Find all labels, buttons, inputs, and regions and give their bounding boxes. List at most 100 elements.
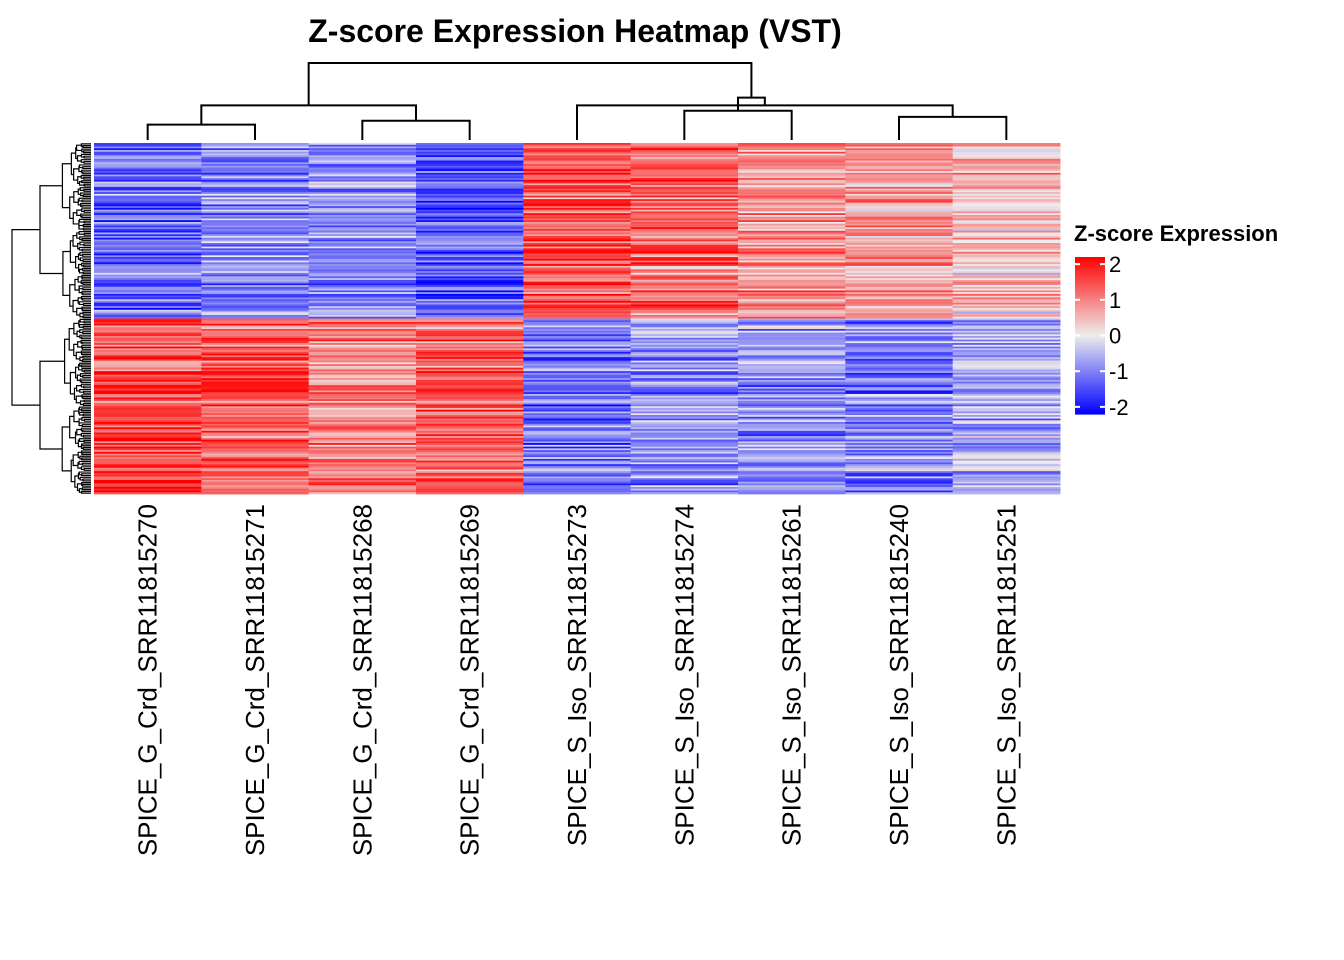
heatmap-cell bbox=[308, 223, 417, 226]
heatmap-cell bbox=[738, 379, 846, 383]
heatmap-cell bbox=[308, 220, 417, 223]
heatmap-cell bbox=[738, 179, 846, 182]
heatmap-cell bbox=[738, 350, 846, 353]
heatmap-cell bbox=[630, 415, 739, 418]
heatmap-cell bbox=[201, 241, 310, 244]
heatmap-cell bbox=[952, 327, 1061, 330]
heatmap-cell bbox=[416, 153, 524, 156]
heatmap-cell bbox=[845, 465, 954, 469]
heatmap-cell bbox=[94, 316, 202, 319]
heatmap-cell bbox=[308, 260, 417, 263]
heatmap-cell bbox=[94, 292, 202, 295]
row-dendrogram-branch bbox=[82, 227, 91, 231]
heatmap-cell bbox=[845, 164, 954, 167]
heatmap-cell bbox=[416, 162, 524, 165]
heatmap-cell bbox=[845, 464, 954, 467]
heatmap-cell bbox=[845, 330, 954, 333]
heatmap-cell bbox=[201, 234, 310, 237]
heatmap-cell bbox=[630, 218, 739, 221]
heatmap-cell bbox=[94, 323, 202, 326]
heatmap-cell bbox=[738, 467, 846, 470]
heatmap-cell bbox=[952, 451, 1061, 455]
row-dendrogram-branch bbox=[79, 362, 91, 367]
heatmap-cell bbox=[630, 465, 739, 469]
heatmap-cell bbox=[416, 265, 524, 268]
heatmap-cell bbox=[523, 260, 632, 263]
heatmap-cell bbox=[94, 225, 202, 228]
row-dendrogram-branch bbox=[78, 268, 84, 274]
heatmap-cell bbox=[845, 425, 954, 428]
legend-gradient-step bbox=[1075, 364, 1105, 368]
legend-gradient-step bbox=[1075, 267, 1105, 271]
heatmap-cell bbox=[416, 258, 524, 261]
heatmap-cell bbox=[845, 413, 954, 416]
heatmap-cell bbox=[738, 225, 846, 228]
heatmap-cell bbox=[845, 492, 954, 495]
heatmap-cell bbox=[201, 362, 310, 365]
heatmap-cell bbox=[845, 392, 954, 395]
heatmap-cell bbox=[738, 344, 846, 347]
heatmap-cell bbox=[416, 385, 524, 388]
heatmap-cell bbox=[416, 214, 524, 218]
heatmap-cell bbox=[201, 199, 310, 202]
heatmap-cell bbox=[845, 230, 954, 233]
row-dendrogram-branch bbox=[79, 378, 91, 383]
heatmap-cell bbox=[738, 246, 846, 249]
heatmap-cell bbox=[94, 360, 202, 363]
heatmap-cell bbox=[738, 220, 846, 223]
heatmap-cell bbox=[201, 243, 310, 246]
heatmap-cell bbox=[308, 239, 417, 242]
heatmap-cell bbox=[308, 171, 417, 174]
heatmap-cell bbox=[630, 153, 739, 156]
heatmap-cell bbox=[738, 285, 846, 288]
heatmap-cell bbox=[416, 171, 524, 174]
heatmap-cell bbox=[94, 348, 202, 351]
heatmap-cell bbox=[952, 158, 1061, 161]
heatmap-cell bbox=[523, 300, 632, 304]
heatmap-cell bbox=[94, 309, 202, 312]
heatmap-cell bbox=[308, 404, 417, 407]
heatmap-cell bbox=[201, 286, 310, 290]
heatmap-cell bbox=[952, 174, 1061, 177]
heatmap-cell bbox=[201, 336, 310, 339]
row-dendrogram-branch bbox=[83, 220, 91, 224]
heatmap-cell bbox=[94, 255, 202, 258]
column-labels: SPICE_G_Crd_SRR11815270 SPICE_G_Crd_SRR11… bbox=[133, 504, 1022, 856]
heatmap-cell bbox=[416, 336, 524, 339]
heatmap-cell bbox=[952, 292, 1061, 295]
heatmap-cell bbox=[201, 381, 310, 384]
heatmap-cell bbox=[630, 195, 739, 198]
heatmap-cell bbox=[201, 353, 310, 356]
heatmap-cell bbox=[952, 207, 1061, 211]
heatmap-cell bbox=[952, 322, 1061, 325]
heatmap-cell bbox=[738, 171, 846, 174]
heatmap-cell bbox=[845, 381, 954, 384]
heatmap-cell bbox=[94, 248, 202, 251]
heatmap-cell bbox=[845, 360, 954, 363]
heatmap-cell bbox=[523, 309, 632, 312]
heatmap-cell bbox=[952, 146, 1061, 149]
heatmap-cell bbox=[94, 469, 202, 472]
heatmap-cell bbox=[523, 206, 632, 209]
heatmap-cell bbox=[308, 316, 417, 319]
legend-gradient-step bbox=[1075, 330, 1105, 334]
heatmap-cell bbox=[523, 262, 632, 265]
heatmap-cell bbox=[845, 476, 954, 479]
heatmap-cell bbox=[94, 437, 202, 440]
heatmap-cell bbox=[630, 357, 739, 360]
heatmap-cell bbox=[416, 144, 524, 147]
heatmap-cell bbox=[952, 181, 1061, 184]
heatmap-cell bbox=[738, 314, 846, 318]
heatmap-cell bbox=[416, 490, 524, 493]
heatmap-cell bbox=[630, 246, 739, 249]
heatmap-cell bbox=[94, 392, 202, 395]
heatmap-cell bbox=[416, 378, 524, 381]
heatmap-cell bbox=[201, 418, 310, 421]
heatmap-cell bbox=[308, 264, 417, 267]
heatmap-cell bbox=[523, 167, 632, 170]
heatmap-cell bbox=[523, 416, 632, 419]
heatmap-cell bbox=[630, 485, 739, 488]
heatmap-cell bbox=[523, 371, 632, 374]
heatmap-cell bbox=[952, 216, 1061, 219]
